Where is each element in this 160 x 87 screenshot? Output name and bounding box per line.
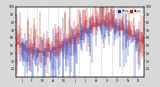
Legend: Below, Above: Below, Above xyxy=(117,8,143,13)
